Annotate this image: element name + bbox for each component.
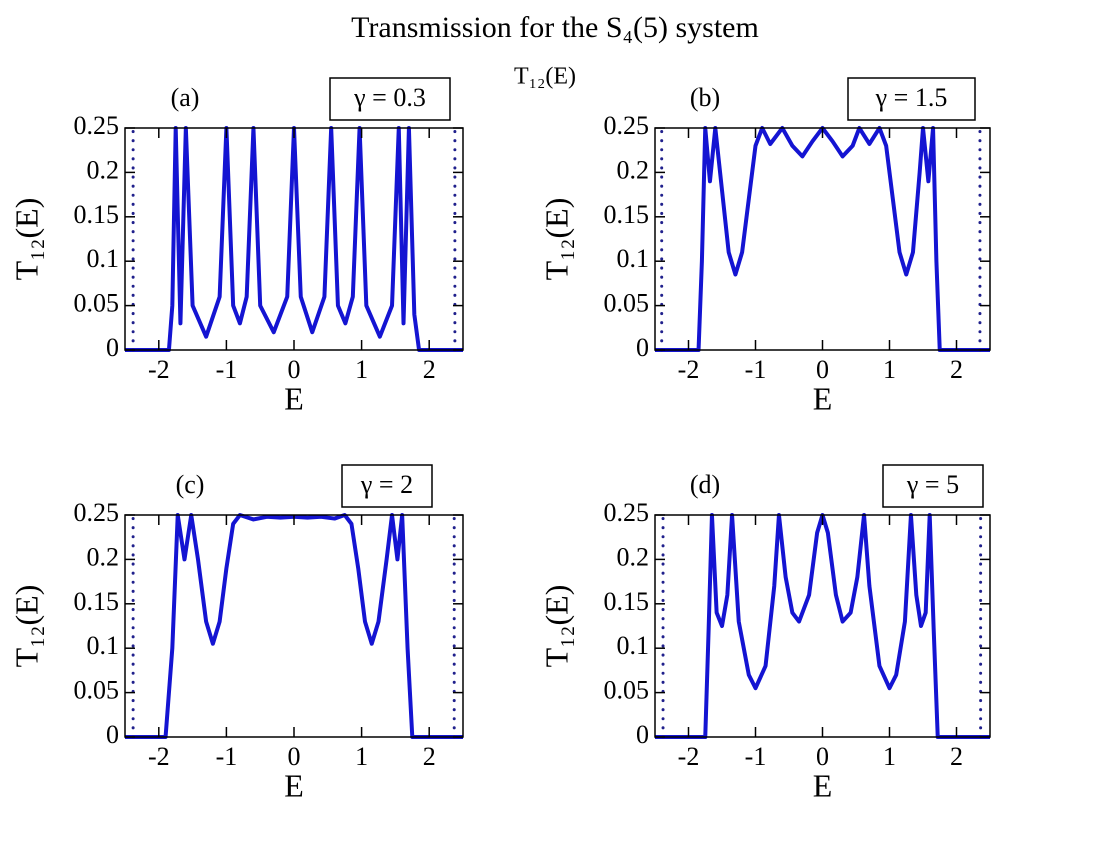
annotation: γ = 2 bbox=[360, 470, 413, 499]
x-tick-label: 2 bbox=[423, 742, 436, 771]
annotation-box bbox=[341, 464, 433, 508]
x-tick-label: -1 bbox=[216, 355, 238, 384]
annotation-box bbox=[329, 77, 451, 121]
series-line bbox=[655, 513, 990, 739]
y-axis-label: T₁₂(E) bbox=[8, 585, 44, 668]
x-tick-label: -2 bbox=[148, 742, 170, 771]
y-tick-label: 0.1 bbox=[617, 244, 650, 273]
y-tick-label: 0 bbox=[636, 720, 649, 749]
y-tick-label: 0.05 bbox=[604, 676, 650, 705]
plot-area bbox=[655, 126, 990, 352]
panel: 0 0.05 0.1 0.15 0.2 0.25 -2 -1 0 1 2 E T₁₂(E) (b) γ = … bbox=[538, 77, 991, 416]
y-tick-label: 0 bbox=[106, 333, 119, 362]
y-tick-label: 0.2 bbox=[87, 155, 120, 184]
x-tick-label: 0 bbox=[288, 355, 301, 384]
annotation: γ = 0.3 bbox=[353, 83, 426, 112]
x-axis-label: E bbox=[813, 767, 833, 803]
x-tick-label: 0 bbox=[816, 742, 829, 771]
x-tick-label: 2 bbox=[950, 742, 963, 771]
y-tick-label: 0 bbox=[636, 333, 649, 362]
x-axis-label: E bbox=[284, 767, 304, 803]
x-tick-label: 2 bbox=[950, 355, 963, 384]
y-axis-label: T₁₂(E) bbox=[538, 585, 574, 668]
x-tick-label: -2 bbox=[148, 355, 170, 384]
y-tick-label: 0.25 bbox=[74, 498, 120, 527]
panel: 0 0.05 0.1 0.15 0.2 0.25 -2 -1 0 1 2 E T₁₂(E) (d) γ = … bbox=[538, 464, 991, 803]
y-tick-label: 0.15 bbox=[604, 200, 650, 229]
y-tick-label: 0 bbox=[106, 720, 119, 749]
y-tick-label: 0.2 bbox=[617, 542, 650, 571]
panel: 0 0.05 0.1 0.15 0.2 0.25 -2 -1 0 1 2 E T₁₂(E) (c) γ = … bbox=[8, 464, 464, 803]
x-tick-label: 0 bbox=[288, 742, 301, 771]
y-tick-label: 0.2 bbox=[617, 155, 650, 184]
x-tick-label: -1 bbox=[745, 355, 767, 384]
figure-subtitle: T₁₂(E) bbox=[514, 64, 576, 90]
y-tick-label: 0.15 bbox=[74, 587, 120, 616]
y-tick-label: 0.1 bbox=[87, 244, 120, 273]
x-tick-label: -2 bbox=[678, 355, 700, 384]
panel-label: (d) bbox=[690, 470, 720, 499]
y-tick-label: 0.05 bbox=[74, 676, 120, 705]
y-tick-label: 0.15 bbox=[604, 587, 650, 616]
y-tick-label: 0.25 bbox=[74, 111, 120, 140]
y-tick-label: 0.15 bbox=[74, 200, 120, 229]
figure-title: Transmission for the S₄(5) system bbox=[351, 11, 759, 44]
x-axis-label: E bbox=[813, 380, 833, 416]
annotation-box bbox=[882, 464, 984, 508]
panel-label: (c) bbox=[176, 470, 205, 499]
panel-label: (a) bbox=[171, 83, 200, 112]
x-tick-label: -1 bbox=[745, 742, 767, 771]
x-tick-label: 1 bbox=[355, 355, 368, 384]
x-tick-label: -2 bbox=[678, 742, 700, 771]
y-tick-label: 0.2 bbox=[87, 542, 120, 571]
series-line bbox=[125, 513, 463, 739]
x-tick-label: 1 bbox=[883, 742, 896, 771]
y-axis-label: T₁₂(E) bbox=[8, 198, 44, 281]
y-tick-label: 0.05 bbox=[74, 289, 120, 318]
plot-area bbox=[655, 513, 990, 739]
panel-label: (b) bbox=[690, 83, 720, 112]
x-tick-label: 1 bbox=[883, 355, 896, 384]
x-tick-label: 2 bbox=[423, 355, 436, 384]
x-axis-label: E bbox=[284, 380, 304, 416]
annotation-box bbox=[847, 77, 976, 121]
plot-area bbox=[125, 126, 463, 352]
x-tick-label: 1 bbox=[355, 742, 368, 771]
y-tick-label: 0.05 bbox=[604, 289, 650, 318]
y-tick-label: 0.1 bbox=[617, 631, 650, 660]
y-tick-label: 0.1 bbox=[87, 631, 120, 660]
plot-area bbox=[125, 513, 463, 739]
series-line bbox=[125, 126, 463, 352]
x-tick-label: -1 bbox=[216, 742, 238, 771]
series-line bbox=[655, 126, 990, 352]
annotation: γ = 1.5 bbox=[875, 83, 948, 112]
panel: 0 0.05 0.1 0.15 0.2 0.25 -2 -1 0 1 2 E T₁₂(E) (a) γ = … bbox=[8, 77, 464, 416]
x-tick-label: 0 bbox=[816, 355, 829, 384]
y-tick-label: 0.25 bbox=[604, 498, 650, 527]
y-axis-label: T₁₂(E) bbox=[538, 198, 574, 281]
annotation: γ = 5 bbox=[906, 470, 959, 499]
y-tick-label: 0.25 bbox=[604, 111, 650, 140]
